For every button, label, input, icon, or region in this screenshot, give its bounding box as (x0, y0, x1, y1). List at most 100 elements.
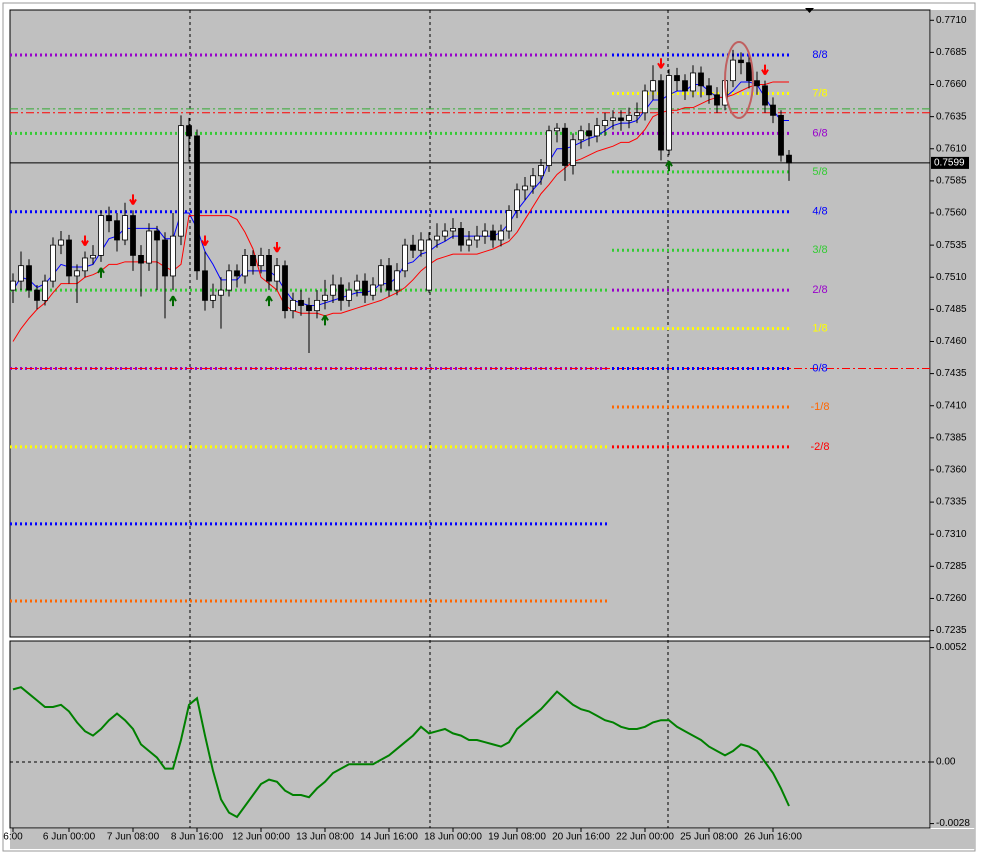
candle-body (146, 230, 152, 264)
signal-arrow (665, 160, 673, 172)
signal-arrow (129, 194, 137, 205)
candle-body (466, 239, 472, 246)
candle-body (762, 85, 768, 106)
candle-body (322, 294, 328, 301)
candle-body (418, 239, 424, 251)
levels: 8/8 7/8 6/8 5/8 4/8 3/8 2/8 1/8 0/8 -1/8 -2/8 (10, 49, 930, 603)
y-tick-label: 0.7585 (936, 176, 967, 187)
murrey-label: 3/8 (812, 244, 827, 256)
candle-body (298, 299, 304, 306)
candle-body (554, 127, 560, 132)
candle-body (370, 284, 376, 296)
candle-body (202, 270, 208, 301)
candle-body (522, 185, 528, 191)
x-tick-label: 6 Jun 00:00 (43, 832, 96, 843)
y-tick-label: 0.7485 (936, 304, 967, 315)
candle-body (194, 135, 200, 272)
candle-body (778, 114, 784, 156)
y-tick-label: 0.7435 (936, 368, 967, 379)
y-tick-label: 0.7285 (936, 561, 967, 572)
x-tick-label: 7 Jun 08:00 (107, 832, 160, 843)
x-tick-label: 18 Jun 00:00 (424, 832, 482, 843)
y-tick-label: 0.7310 (936, 529, 967, 540)
candle-body (586, 130, 592, 137)
candle-body (690, 72, 696, 92)
y-tick-label: 0.00 (936, 757, 956, 768)
candle-body (738, 59, 744, 64)
candle-body (378, 265, 384, 286)
candle-body (186, 125, 192, 137)
signal-arrow (169, 295, 177, 307)
signal-arrow (201, 235, 209, 247)
candle-body (18, 265, 24, 282)
murrey-label: -1/8 (811, 401, 830, 413)
candle-body (642, 90, 648, 114)
x-tick-label: 26 Jun 16:00 (744, 832, 802, 843)
candle-body (394, 270, 400, 291)
candle-body (474, 235, 480, 241)
y-tick-label: 0.7510 (936, 272, 967, 283)
candle-body (218, 289, 224, 296)
candle-body (626, 114, 632, 121)
x-tick-label: 12 Jun 00:00 (232, 832, 290, 843)
candle-body (98, 215, 104, 256)
candle-body (266, 255, 272, 282)
x-tick-label: 20 Jun 16:00 (552, 832, 610, 843)
candle-body (154, 230, 160, 241)
highlight-ellipse (724, 41, 754, 119)
y-tick-label: 0.7610 (936, 143, 967, 154)
candle-body (578, 130, 584, 141)
price-axis (931, 10, 975, 828)
candle-body (226, 270, 232, 291)
candle-body (106, 215, 112, 222)
candle-body (506, 210, 512, 232)
murrey-label: 6/8 (812, 127, 827, 139)
candle-body (354, 280, 360, 291)
murrey-label: 2/8 (812, 284, 827, 296)
murrey-label: 7/8 (812, 87, 827, 99)
candle-body (138, 255, 144, 264)
oscillator-pane (9, 640, 931, 829)
candle-body (114, 220, 120, 241)
candle-body (362, 280, 368, 296)
candle-body (698, 72, 704, 87)
oscillator-line (12, 686, 790, 819)
candle-body (442, 230, 448, 237)
candle-body (730, 59, 736, 82)
murrey-label: 5/8 (812, 166, 827, 178)
x-tick-label: 14 Jun 16:00 (360, 832, 418, 843)
y-tick-label: 0.7635 (936, 111, 967, 122)
candle-body (434, 235, 440, 241)
x-tick-label: 22 Jun 00:00 (616, 832, 674, 843)
candle-body (658, 80, 664, 151)
y-tick-label: 0.0052 (936, 642, 967, 653)
candle-body (666, 75, 672, 151)
y-tick-label: 0.7410 (936, 400, 967, 411)
candle-body (610, 117, 616, 121)
candle-body (82, 257, 88, 272)
plot (10, 49, 930, 819)
y-tick-label: 0.7660 (936, 79, 967, 90)
candle-body (282, 265, 288, 312)
candle-body (786, 154, 792, 164)
current-price-box (931, 156, 969, 169)
candle-body (450, 228, 456, 232)
candle-body (346, 289, 352, 301)
y-tick-label: -0.0028 (936, 818, 970, 829)
candle-body (410, 244, 416, 251)
candle-body (514, 189, 520, 211)
candle-body (498, 230, 504, 241)
candle-body (66, 239, 72, 277)
signal-arrow (321, 314, 329, 326)
axes: 0.7710 0.7685 0.7660 0.7635 0.7610 0.7585 0.75… (3, 15, 970, 843)
y-tick-label: 0.7260 (936, 593, 967, 604)
candle-body (634, 112, 640, 116)
candle-body (338, 284, 344, 301)
y-tick-label: 0.7360 (936, 465, 967, 476)
candle-body (74, 270, 80, 277)
candle-body (538, 165, 544, 177)
candle-body (234, 270, 240, 277)
x-tick-label: 8 Jun 16:00 (171, 832, 224, 843)
